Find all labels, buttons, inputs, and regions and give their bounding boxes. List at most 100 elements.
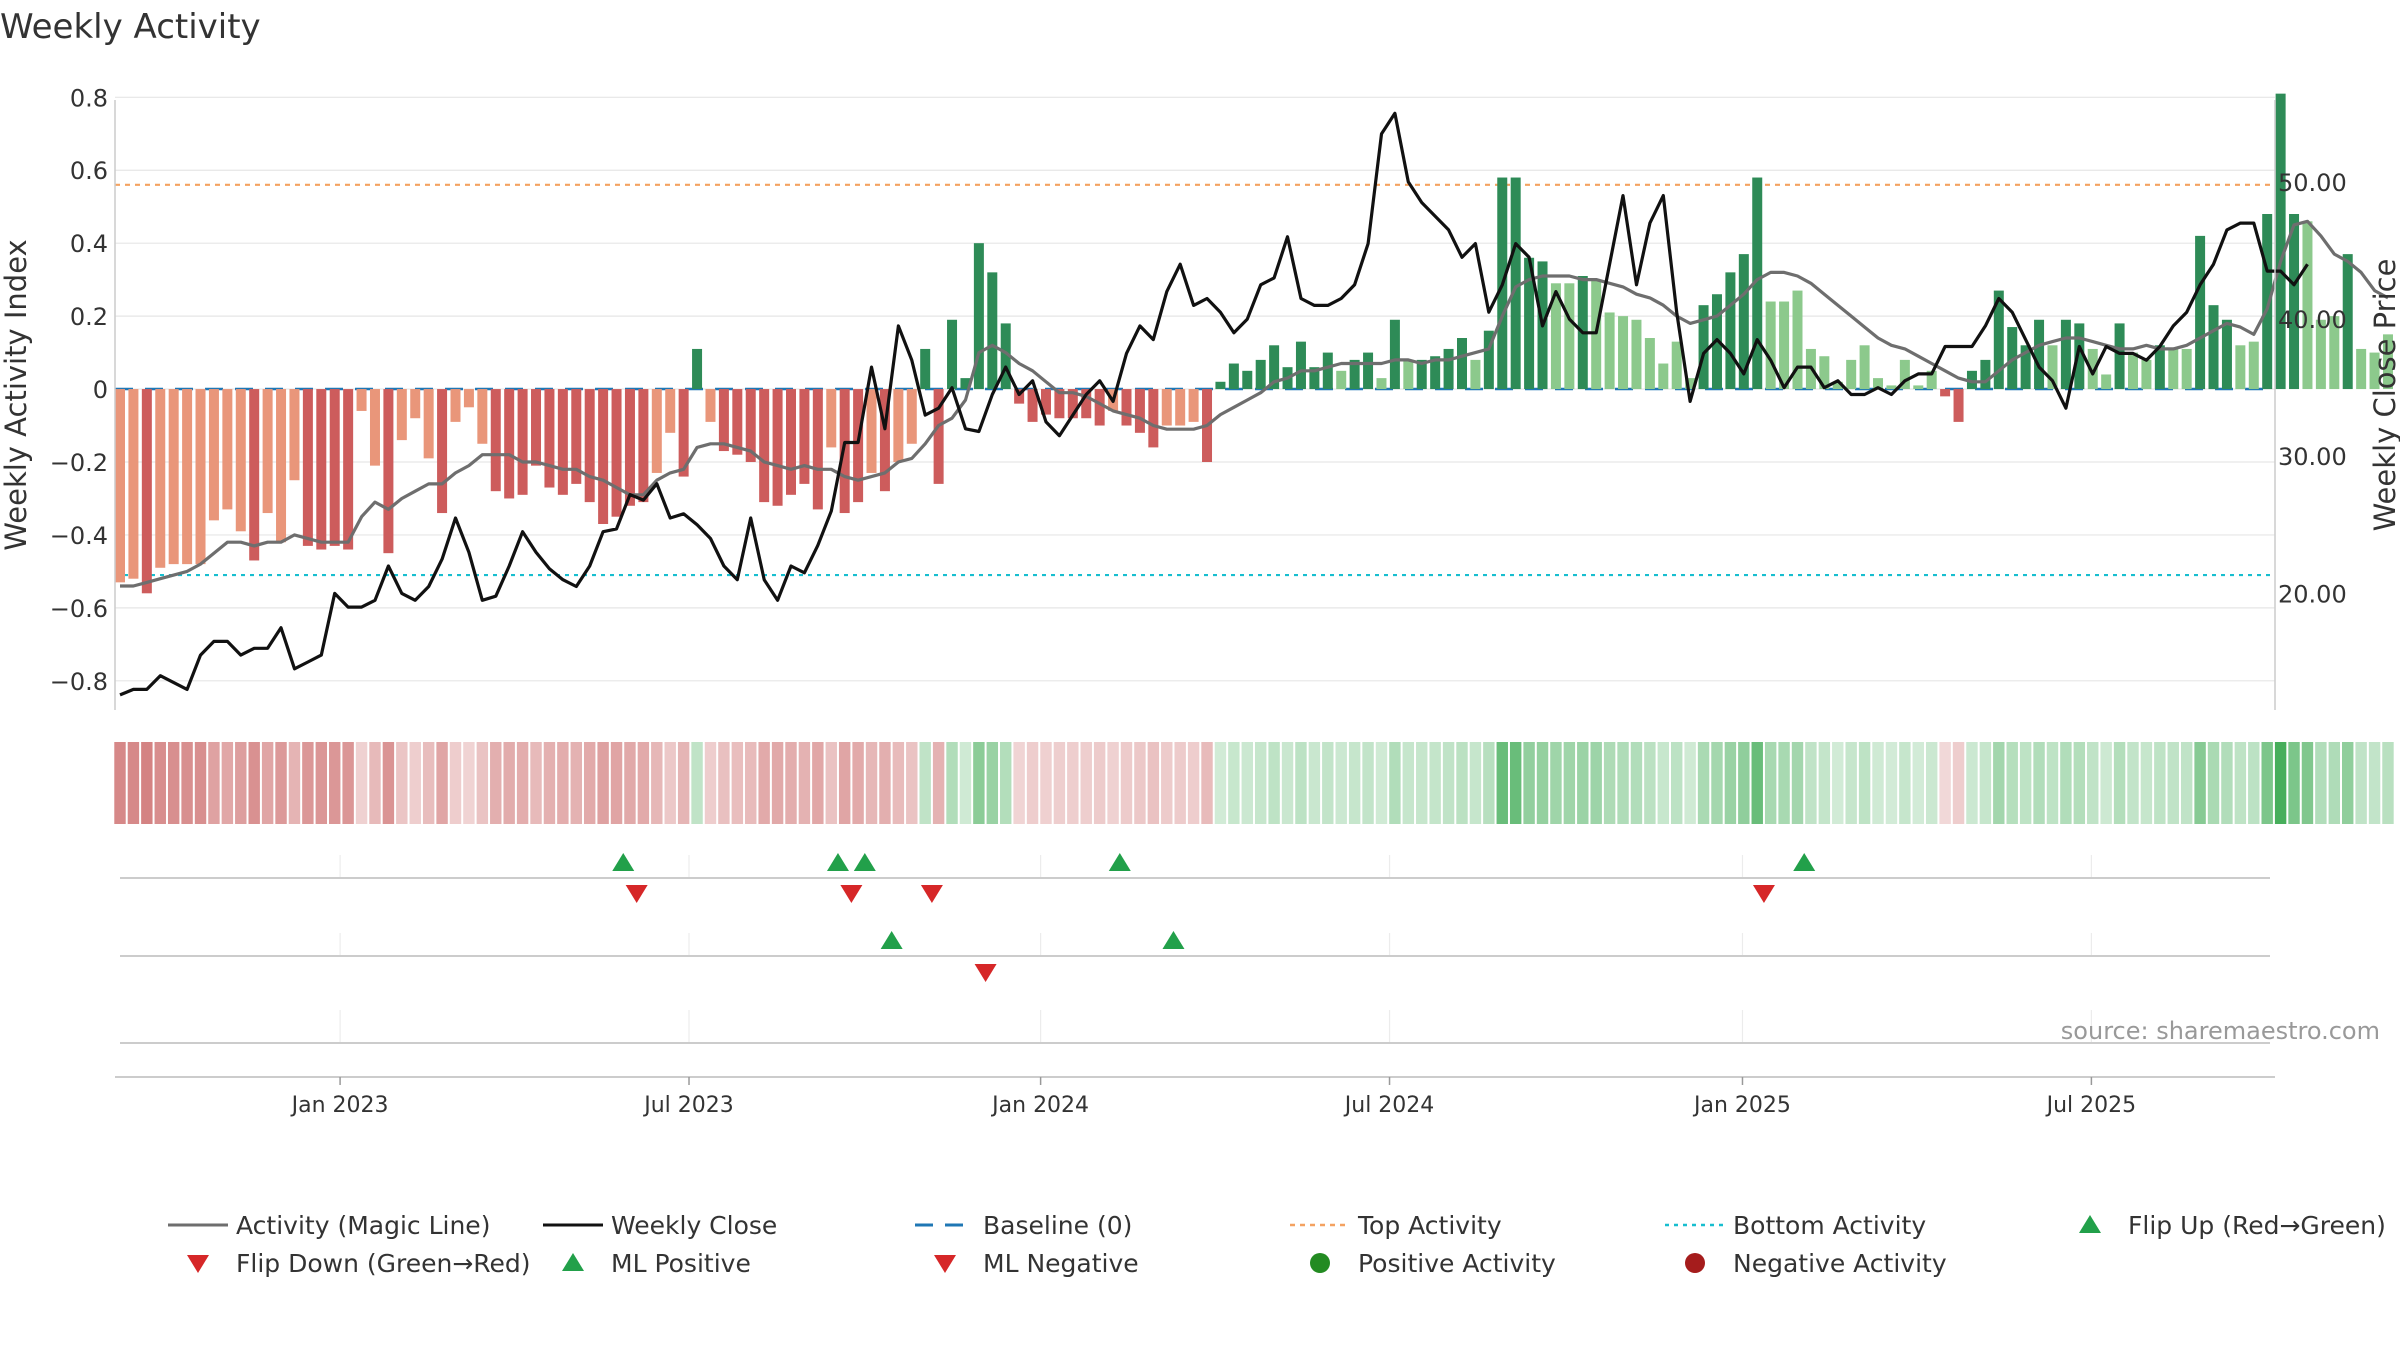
heat-strip-cell — [1214, 742, 1227, 824]
heat-strip-cell — [1053, 742, 1066, 824]
heat-strip-cell — [503, 742, 515, 824]
heat-strip-cell — [1885, 742, 1898, 824]
activity-bar — [463, 389, 474, 408]
activity-bar — [1819, 356, 1830, 390]
activity-bar — [1148, 389, 1159, 448]
legend: Activity (Magic Line) Weekly Close Baselin… — [168, 1211, 2386, 1278]
activity-bar — [2047, 345, 2058, 390]
activity-bar — [1228, 363, 1239, 390]
activity-bar — [1886, 385, 1897, 390]
heat-strip-cell — [1322, 742, 1334, 824]
activity-bar — [490, 389, 501, 492]
activity-bar — [2235, 345, 2246, 390]
heat-strip-cell — [1590, 742, 1602, 824]
legend-label: Negative Activity — [1733, 1249, 1947, 1278]
heat-strip-cell — [141, 742, 153, 824]
activity-bar — [853, 389, 864, 503]
heat-strip-cell — [476, 742, 489, 824]
activity-bar — [1067, 389, 1078, 419]
heat-strip-cell — [677, 742, 690, 824]
activity-bar — [772, 389, 783, 506]
activity-bar — [1631, 319, 1642, 390]
activity-bar — [276, 389, 287, 543]
activity-bar — [1993, 290, 2004, 390]
activity-bar — [343, 389, 354, 550]
heat-strip-cell — [2127, 742, 2139, 824]
activity-bar — [598, 389, 609, 524]
heat-strip-cell — [879, 742, 891, 824]
heat-strip-cell — [691, 742, 703, 824]
legend-label: Positive Activity — [1358, 1249, 1556, 1278]
legend-label: Top Activity — [1357, 1211, 1502, 1240]
heat-strip-cell — [194, 742, 207, 824]
activity-bar — [1000, 323, 1011, 390]
activity-bar — [141, 389, 152, 594]
flip-down-marker — [625, 885, 648, 903]
heat-strip-cell — [1671, 742, 1683, 824]
heat-strip-cell — [1563, 742, 1576, 824]
heat-strip-cell — [651, 742, 663, 824]
heat-strip-cell — [664, 742, 676, 824]
activity-bar — [799, 389, 810, 484]
heat-strip-cell — [1778, 742, 1790, 824]
activity-bar — [2275, 93, 2286, 390]
heat-strip-cell — [2073, 742, 2086, 824]
activity-bar — [1926, 370, 1937, 390]
activity-bar — [1966, 370, 1977, 390]
activity-bar — [329, 389, 340, 546]
activity-bar — [1457, 338, 1467, 390]
activity-bar — [289, 389, 300, 481]
heat-strip-cell — [1456, 742, 1468, 824]
heat-strip-cell — [570, 742, 582, 824]
activity-bar — [1550, 283, 1561, 390]
legend-label: Weekly Close — [611, 1211, 777, 1240]
y-axis-label: Weekly Activity Index — [0, 239, 33, 550]
activity-bar — [1443, 348, 1454, 390]
heat-strip-cell — [1469, 742, 1482, 824]
heat-strip-cell — [1630, 742, 1643, 824]
heat-strip-cell — [865, 742, 878, 824]
legend-swatch-positive-dot — [1310, 1253, 1330, 1273]
heat-strip-cell — [208, 742, 220, 824]
heat-strip-cell — [1925, 742, 1938, 824]
heat-strip-cell — [1348, 742, 1361, 824]
activity-bar — [1309, 367, 1320, 390]
flip-up-marker — [853, 853, 876, 871]
heat-strip-cell — [1657, 742, 1670, 824]
heat-strip-cell — [1187, 742, 1200, 824]
activity-bar — [987, 272, 998, 390]
heat-strip-cell — [288, 742, 301, 824]
activity-bar — [477, 389, 488, 444]
activity-bar — [1094, 389, 1105, 426]
heat-strip-cell — [557, 742, 569, 824]
activity-bar — [2128, 352, 2138, 390]
heat-strip-cell — [2046, 742, 2059, 824]
ml-negative-marker — [974, 964, 997, 982]
heat-strip-cell — [1993, 742, 2005, 824]
heat-strip-cell — [2140, 742, 2153, 824]
activity-bar — [2007, 327, 2018, 390]
flip-up-marker — [1793, 853, 1816, 871]
heat-strip-cell — [1402, 742, 1415, 824]
heat-strip-cell — [2194, 742, 2206, 824]
left-axis: 0.8 0.6 0.4 0.2 0 −0.2 −0.4 −0.6 −0.8 — [50, 84, 116, 710]
x-tick-label: Jan 2025 — [1692, 1093, 1791, 1118]
heat-strip-cell — [1952, 742, 1965, 824]
activity-bar — [1953, 389, 1964, 422]
ml-positive-marker — [1162, 931, 1185, 949]
activity-bar — [2034, 319, 2045, 390]
heat-strip-cell — [449, 742, 462, 824]
heat-strip-cell — [1751, 742, 1763, 824]
heat-strip-cell — [2167, 742, 2179, 824]
heat-strip-cell — [2315, 742, 2327, 824]
heat-strip-cell — [463, 742, 475, 824]
activity-bar — [1027, 389, 1038, 422]
heat-strip-cell — [2113, 742, 2126, 824]
y-tick-label: 0.2 — [70, 303, 108, 331]
heat-strip-cell — [342, 742, 354, 824]
activity-bar — [544, 389, 555, 488]
activity-bar — [1322, 352, 1333, 390]
heat-strip-cell — [1161, 742, 1173, 824]
activity-bar — [2329, 316, 2340, 390]
activity-bar — [128, 389, 139, 579]
